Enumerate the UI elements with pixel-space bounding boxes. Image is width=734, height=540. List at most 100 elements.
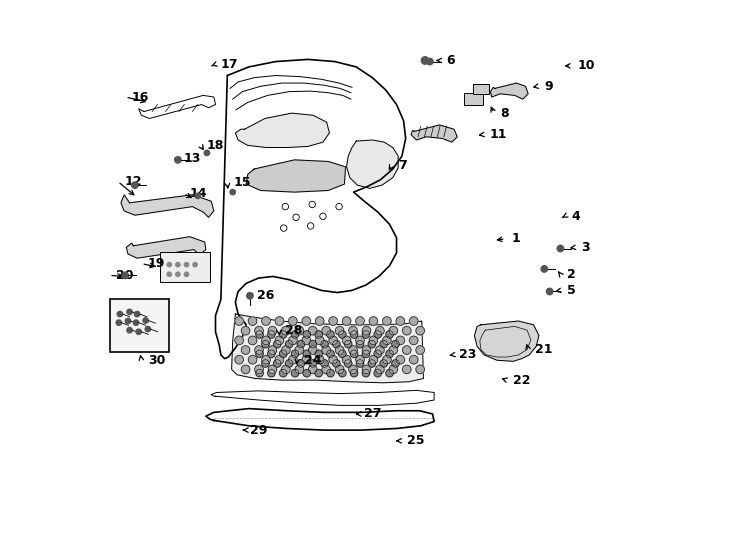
Circle shape (322, 346, 330, 354)
Polygon shape (246, 160, 346, 192)
Text: 21: 21 (534, 343, 552, 356)
Circle shape (349, 346, 357, 354)
Circle shape (286, 360, 293, 367)
Circle shape (362, 365, 371, 374)
Circle shape (416, 326, 424, 335)
Circle shape (376, 346, 384, 354)
Text: 12: 12 (124, 175, 142, 188)
Text: 19: 19 (148, 257, 165, 270)
Circle shape (356, 336, 364, 345)
Circle shape (255, 350, 264, 357)
Text: 28: 28 (286, 323, 302, 336)
Circle shape (362, 369, 370, 377)
Circle shape (255, 365, 264, 374)
Text: 16: 16 (131, 91, 149, 104)
Text: 9: 9 (545, 80, 553, 93)
Circle shape (396, 317, 404, 325)
Circle shape (402, 346, 411, 354)
Circle shape (335, 346, 344, 354)
Circle shape (268, 350, 275, 357)
Circle shape (410, 317, 418, 325)
Circle shape (380, 340, 388, 348)
Circle shape (295, 346, 304, 354)
Circle shape (134, 312, 139, 317)
Text: 3: 3 (581, 241, 589, 254)
Circle shape (291, 330, 299, 338)
Bar (464, 93, 482, 105)
Circle shape (274, 360, 281, 367)
Circle shape (127, 327, 132, 333)
Circle shape (297, 340, 305, 348)
Circle shape (376, 365, 384, 374)
Circle shape (349, 326, 357, 335)
Circle shape (315, 330, 322, 338)
Circle shape (275, 317, 284, 325)
Polygon shape (411, 125, 457, 142)
Circle shape (386, 350, 393, 357)
Polygon shape (236, 113, 330, 147)
Circle shape (235, 355, 244, 364)
Circle shape (248, 336, 257, 345)
Circle shape (344, 340, 352, 348)
Circle shape (316, 317, 324, 325)
Circle shape (134, 320, 139, 325)
Polygon shape (126, 237, 206, 258)
Circle shape (288, 317, 297, 325)
Circle shape (309, 360, 316, 367)
Text: 14: 14 (189, 187, 207, 200)
Circle shape (327, 369, 334, 377)
Circle shape (175, 157, 181, 163)
Circle shape (356, 360, 364, 367)
Circle shape (143, 318, 148, 323)
Circle shape (386, 330, 393, 338)
Circle shape (389, 326, 398, 335)
Circle shape (116, 320, 122, 325)
Text: 1: 1 (512, 232, 521, 245)
Circle shape (338, 350, 346, 357)
Circle shape (374, 330, 382, 338)
Text: 8: 8 (501, 106, 509, 120)
Circle shape (184, 262, 189, 267)
Circle shape (362, 330, 370, 338)
Circle shape (248, 355, 257, 364)
Circle shape (235, 317, 244, 325)
Circle shape (402, 326, 411, 335)
Circle shape (376, 326, 384, 335)
Circle shape (167, 262, 172, 267)
Circle shape (274, 340, 281, 348)
Circle shape (280, 369, 287, 377)
Circle shape (322, 326, 330, 335)
Text: 29: 29 (250, 423, 267, 437)
Circle shape (342, 355, 351, 364)
Circle shape (241, 346, 250, 354)
Circle shape (193, 262, 197, 267)
Circle shape (117, 312, 123, 317)
Circle shape (426, 58, 433, 65)
Circle shape (321, 340, 328, 348)
Circle shape (241, 326, 250, 335)
Circle shape (288, 336, 297, 345)
Circle shape (280, 350, 287, 357)
Circle shape (382, 336, 391, 345)
Circle shape (295, 326, 304, 335)
Circle shape (308, 365, 317, 374)
Polygon shape (474, 321, 539, 361)
Circle shape (327, 330, 334, 338)
Circle shape (255, 369, 264, 377)
Text: 11: 11 (490, 128, 507, 141)
Circle shape (335, 326, 344, 335)
Circle shape (303, 369, 310, 377)
Circle shape (322, 365, 330, 374)
Circle shape (262, 360, 269, 367)
Circle shape (247, 293, 253, 299)
Text: 4: 4 (571, 210, 580, 223)
Circle shape (136, 329, 142, 334)
Circle shape (302, 336, 310, 345)
Circle shape (255, 346, 264, 354)
Text: 22: 22 (513, 374, 531, 387)
Text: 17: 17 (221, 58, 239, 71)
Circle shape (255, 326, 264, 335)
Text: 23: 23 (459, 348, 477, 361)
Circle shape (396, 336, 404, 345)
Circle shape (302, 317, 310, 325)
